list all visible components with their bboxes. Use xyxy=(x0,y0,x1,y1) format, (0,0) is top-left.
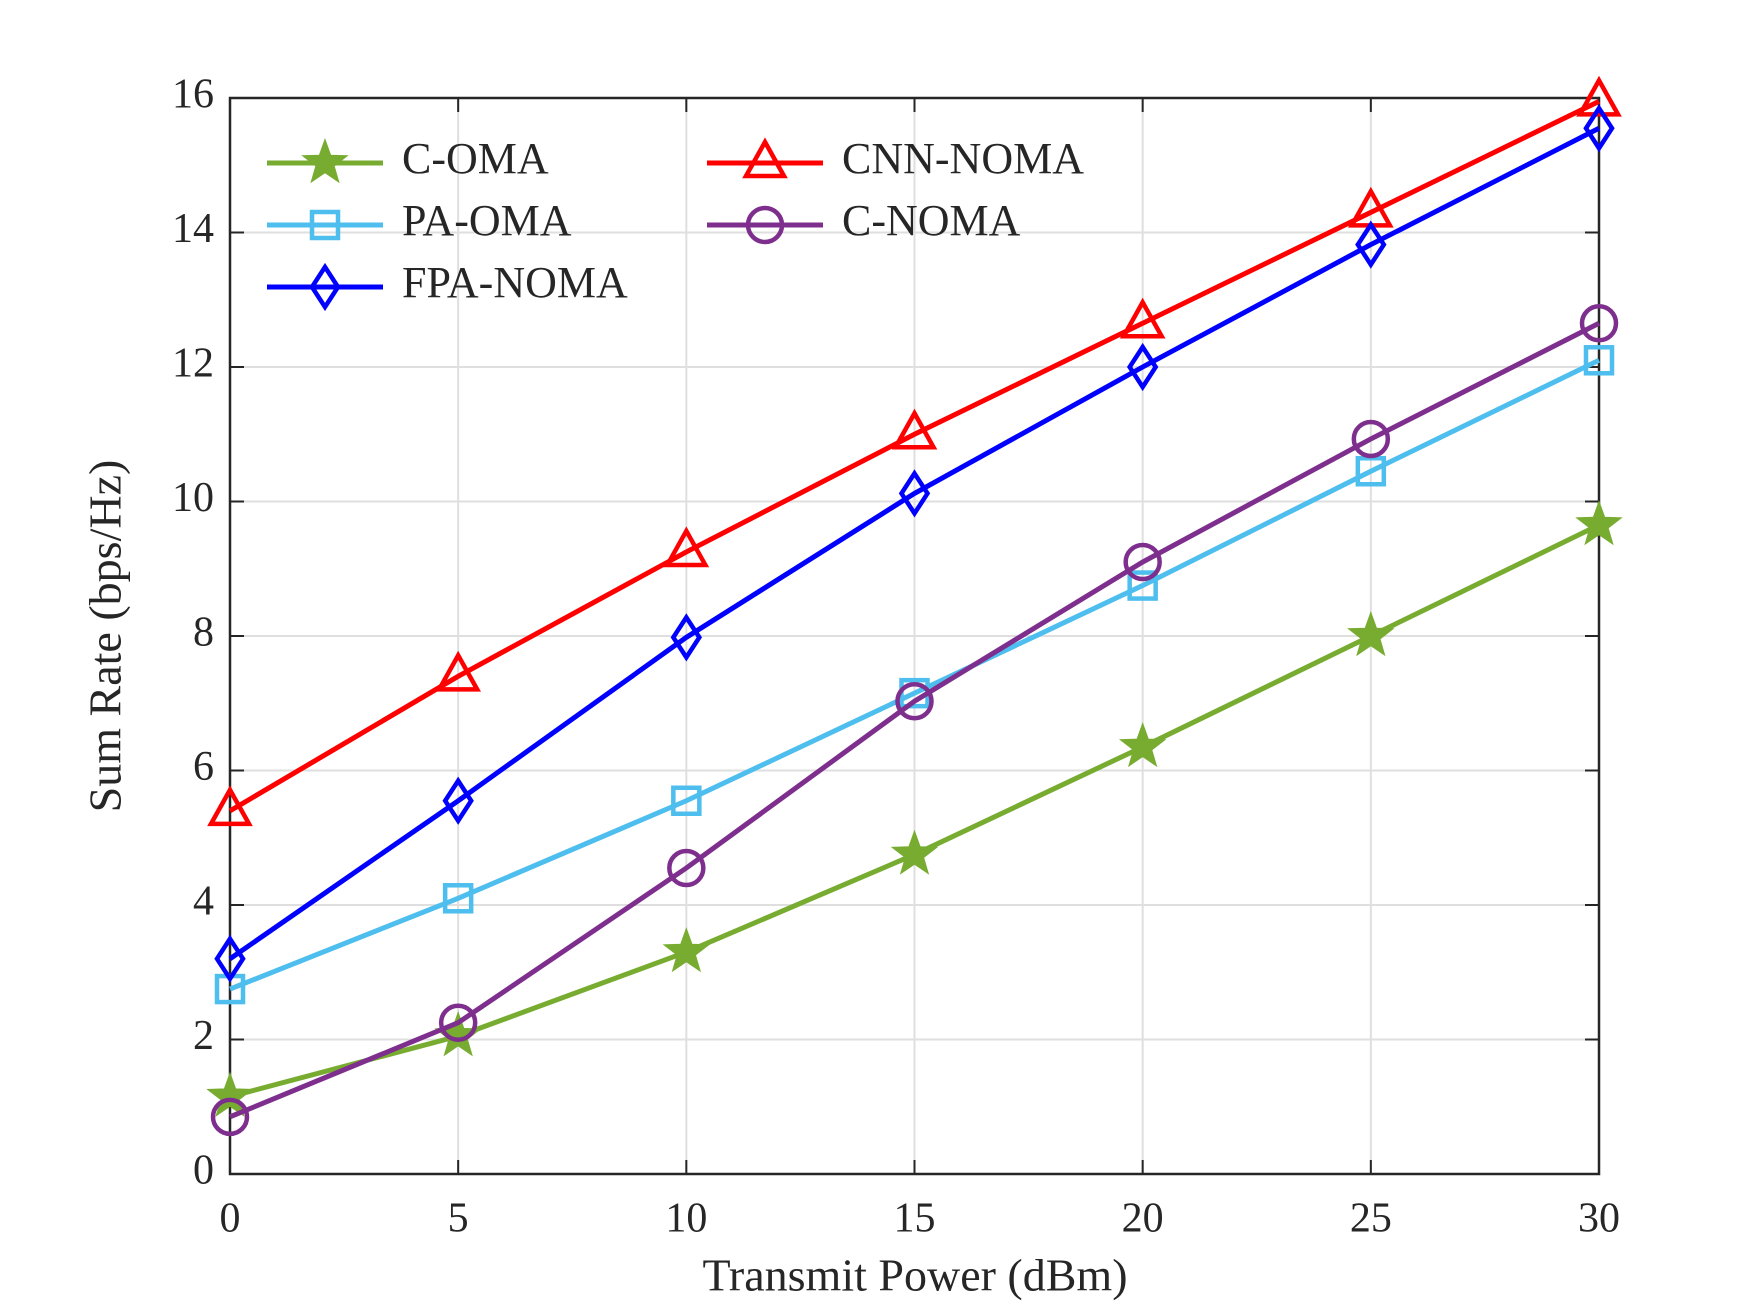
marker xyxy=(891,408,938,450)
marker xyxy=(898,469,931,518)
marker xyxy=(1583,104,1615,153)
marker xyxy=(1579,304,1619,343)
x-axis-label: Transmit Power (dBm) xyxy=(702,1250,1127,1301)
legend-label: C-NOMA xyxy=(842,196,1021,245)
marker xyxy=(663,526,710,568)
x-tick-label: 30 xyxy=(1578,1196,1620,1242)
marker xyxy=(1123,542,1162,582)
marker xyxy=(742,137,788,179)
marker xyxy=(214,934,246,983)
marker xyxy=(1126,342,1159,392)
marker xyxy=(1127,570,1158,601)
y-axis-label: Sum Rate (bps/Hz) xyxy=(80,460,131,813)
marker xyxy=(1575,500,1623,546)
marker xyxy=(895,681,934,721)
y-tick-label: 8 xyxy=(193,610,214,656)
marker xyxy=(207,785,253,827)
marker xyxy=(206,1071,254,1117)
x-tick-label: 5 xyxy=(448,1196,469,1242)
legend-label: PA-OMA xyxy=(402,196,572,245)
marker xyxy=(435,650,482,692)
x-tick-label: 15 xyxy=(894,1196,936,1242)
marker xyxy=(309,262,341,312)
axes-box xyxy=(228,96,1601,1176)
marker xyxy=(662,927,711,973)
y-tick-label: 16 xyxy=(172,72,214,118)
y-tick-label: 6 xyxy=(193,744,214,790)
marker xyxy=(890,829,939,875)
marker xyxy=(309,209,341,241)
marker xyxy=(1355,455,1387,487)
x-tick-label: 25 xyxy=(1350,1196,1392,1242)
marker xyxy=(1576,75,1622,117)
y-tick-label: 0 xyxy=(193,1148,214,1194)
y-tick-label: 10 xyxy=(172,475,214,521)
series-line xyxy=(228,126,1601,961)
x-tick-label: 10 xyxy=(665,1196,707,1242)
series-line xyxy=(228,99,1601,814)
legend-label: C-OMA xyxy=(402,134,549,183)
marker xyxy=(670,613,703,662)
y-tick-label: 4 xyxy=(193,879,214,925)
marker xyxy=(1355,220,1387,269)
y-tick-label: 12 xyxy=(172,341,214,387)
marker xyxy=(667,848,706,888)
marker xyxy=(671,785,702,817)
marker xyxy=(1347,611,1395,657)
legend-label: CNN-NOMA xyxy=(842,134,1084,183)
marker xyxy=(745,205,785,245)
marker xyxy=(1118,722,1167,768)
marker xyxy=(438,1003,478,1042)
y-tick-label: 2 xyxy=(193,1013,214,1059)
marker xyxy=(1583,345,1615,376)
marker xyxy=(210,1097,250,1137)
x-tick-label: 0 xyxy=(220,1196,241,1242)
legend-label: FPA-NOMA xyxy=(402,258,628,307)
marker xyxy=(442,883,474,914)
marker xyxy=(1119,297,1166,339)
x-tick-label: 20 xyxy=(1122,1196,1164,1242)
marker xyxy=(1351,419,1391,459)
marker xyxy=(301,138,349,184)
y-tick-label: 14 xyxy=(172,206,214,252)
marker xyxy=(442,776,474,825)
series-line xyxy=(229,321,1601,1120)
series-line xyxy=(229,358,1601,992)
